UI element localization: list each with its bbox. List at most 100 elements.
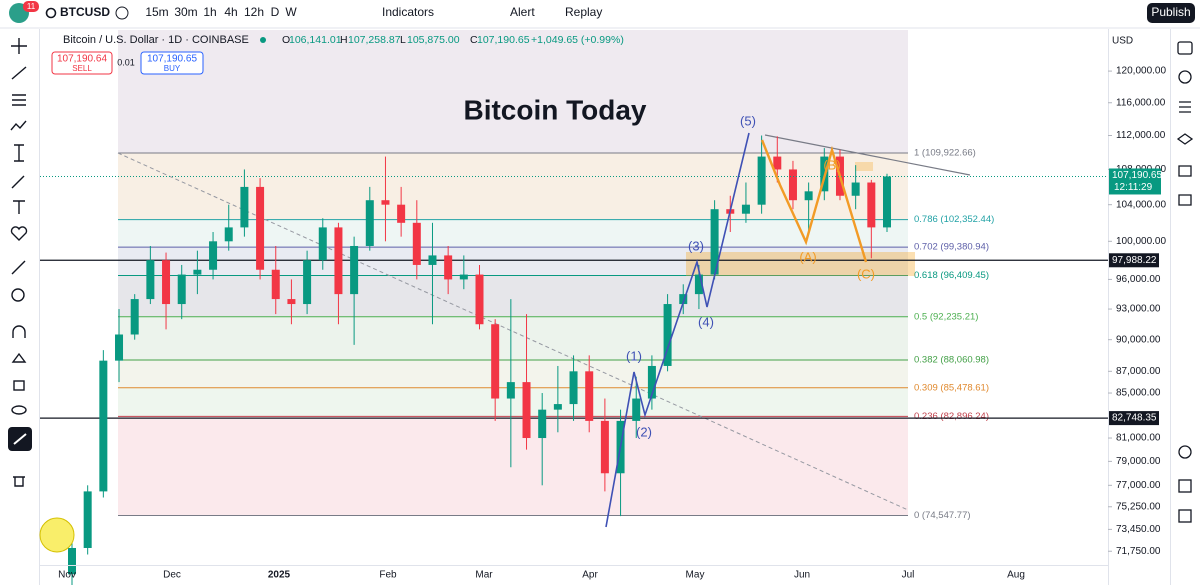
wave-label: (3) [688, 238, 704, 253]
currency[interactable]: USD [1112, 36, 1133, 47]
x-tick-label: Jun [794, 570, 810, 581]
logo-badge [39, 517, 75, 553]
ohlc-h-label: H [340, 34, 348, 46]
candle-body [522, 382, 531, 439]
fib-label: 0.618 (96,409.45) [914, 270, 989, 281]
interval-button[interactable]: 4h [224, 5, 237, 19]
fib-label: 0.702 (99,380.94) [914, 242, 989, 253]
candle-body [663, 304, 672, 366]
candle-body [287, 299, 296, 305]
candle-body [68, 547, 76, 575]
candle-body [193, 269, 202, 275]
candle-body [146, 260, 155, 300]
candle-body [397, 204, 406, 223]
x-tick-label: Dec [163, 570, 181, 581]
indicators-button[interactable]: Indicators [382, 5, 434, 19]
buy-price[interactable]: 107,190.65 [147, 54, 197, 65]
y-tick-label: 81,000.00 [1116, 433, 1161, 444]
spread: 0.01 [117, 57, 135, 67]
candle-body [240, 186, 249, 228]
ohlc-o-label: O [282, 34, 290, 46]
x-tick-label: Aug [1007, 570, 1025, 581]
candle-body [538, 409, 547, 439]
y-tick-label: 87,000.00 [1116, 366, 1161, 377]
fib-band [118, 275, 908, 317]
badge: 11 [27, 2, 36, 11]
interval-button[interactable]: 30m [174, 5, 197, 19]
add-symbol[interactable] [115, 6, 129, 20]
fib-band [118, 247, 908, 276]
replay-button[interactable]: Replay [565, 5, 602, 19]
price-tag-label: 97,988.22 [1112, 255, 1157, 266]
buy-label[interactable]: BUY [164, 64, 181, 73]
wave-label: (A) [799, 249, 816, 264]
candle-body [303, 260, 312, 305]
y-tick-label: 90,000.00 [1116, 334, 1161, 345]
publish-bg[interactable] [1147, 3, 1195, 23]
sell-box[interactable] [51, 51, 113, 75]
price-tag [1109, 411, 1159, 426]
market-open-dot [260, 37, 266, 43]
x-tick-label: Feb [379, 570, 397, 581]
zone-marker [855, 162, 873, 171]
search-icon[interactable] [45, 7, 57, 19]
fib-band [118, 316, 908, 361]
x-tick-label: Apr [582, 570, 598, 581]
candle-body [585, 371, 594, 421]
candle-body [177, 274, 186, 305]
fib-band [118, 416, 908, 516]
instrument-name: Bitcoin / U.S. Dollar · 1D · COINBASE [63, 34, 249, 46]
tool-column [0, 29, 39, 585]
chart-title: Bitcoin Today [463, 94, 646, 125]
wave-label: (4) [698, 314, 714, 329]
x-tick-label: Jul [902, 570, 915, 581]
fib-label: 0.309 (85,478.61) [914, 382, 989, 393]
y-tick-label: 77,000.00 [1116, 480, 1161, 491]
interval-button[interactable]: 12h [244, 5, 264, 19]
fib-label: 0.382 (88,060.98) [914, 355, 989, 366]
candle-body [115, 334, 124, 361]
y-tick-label: 93,000.00 [1116, 304, 1161, 315]
candle-body [773, 156, 782, 170]
candle-body [365, 200, 374, 246]
y-tick-label: 112,000.00 [1116, 130, 1166, 141]
wave-label: (B) [823, 157, 840, 172]
candle-body [757, 156, 766, 205]
plot-area: 1 (109,922.66) 0.786 (102,352.44) 0.702 (9… [40, 30, 1108, 585]
link-icon [13, 433, 27, 445]
countdown: 12:11:29 [1114, 182, 1153, 193]
fib-band [118, 219, 908, 248]
candle-body [867, 182, 876, 228]
candle-body [444, 255, 453, 280]
interval-button[interactable]: 1h [203, 5, 216, 19]
sell-label[interactable]: SELL [72, 64, 92, 73]
price-tag-label: 82,748.35 [1112, 413, 1157, 424]
fib-label: 1 (109,922.66) [914, 147, 976, 158]
publish-button[interactable]: Publish [1151, 5, 1190, 19]
fib-label: 0.786 (102,352.44) [914, 214, 994, 225]
interval-button[interactable]: W [285, 5, 297, 19]
alert-button[interactable]: Alert [510, 5, 535, 19]
candle-body [600, 420, 609, 474]
x-tick-label: 2025 [268, 570, 291, 581]
symbol[interactable]: BTCUSD [60, 5, 110, 19]
candle-body [428, 255, 437, 265]
resistance-line [764, 134, 971, 176]
sell-price[interactable]: 107,190.64 [57, 54, 107, 65]
candle-body [130, 299, 139, 335]
tool-icons[interactable] [10, 38, 28, 487]
interval-button[interactable]: 15m [145, 5, 168, 19]
candle-body [741, 204, 750, 214]
ohlc-c-label: C [470, 34, 478, 46]
interval-button[interactable]: D [271, 5, 280, 19]
sidebar-icons[interactable] [1176, 41, 1194, 523]
candle-body [710, 209, 719, 275]
y-tick-label: 75,250.00 [1116, 501, 1161, 512]
y-tick-label: 71,750.00 [1116, 546, 1161, 557]
x-tick-label: Nov [58, 570, 76, 581]
y-tick-label: 73,450.00 [1116, 524, 1161, 535]
ohlc-change: +1,049.65 (+0.99%) [531, 34, 624, 46]
candle-body [475, 274, 484, 325]
buy-box[interactable] [140, 51, 204, 75]
